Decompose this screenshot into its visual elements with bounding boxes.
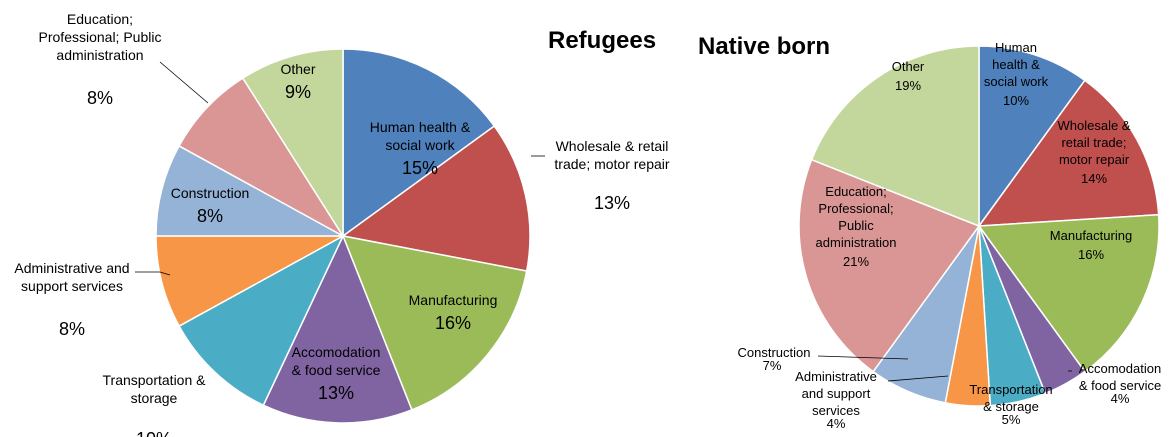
native-born-slice-manufacturing	[977, 213, 1160, 373]
native-born-label-administrative-and-support-services: Administrative and support services	[795, 369, 877, 418]
refugees-value-administrative-and-support-services: 8%	[59, 319, 85, 339]
refugees-value-transportation-storage: 10%	[136, 429, 172, 437]
refugees-value-accomodation-food-service: 13%	[318, 383, 354, 403]
refugees-label-administrative-and-support-services: Administrative and support services	[14, 260, 129, 294]
refugees-pie-chart: Human health & social work 15% Wholesale & …	[14, 11, 669, 437]
native-born-slice-human-health-social-work	[978, 45, 1086, 229]
refugees-slice-manufacturing	[341, 235, 528, 411]
refugees-label-construction: Construction	[171, 185, 250, 201]
native-born-slice-other	[810, 45, 980, 228]
refugees-slice-accomodation-food-service	[262, 234, 413, 424]
refugees-slice-administrative-and-support-services	[155, 235, 344, 328]
native-born-value-education-professional-public-administration: 21%	[843, 254, 869, 269]
refugees-chart-title: Refugees	[548, 27, 656, 54]
refugees-label-human-health-social-work: Human health & social work	[370, 119, 471, 153]
native-born-chart-title: Native born	[698, 33, 830, 60]
native-born-label-education-professional-public-administration: Education; Professional; Public administrat…	[816, 184, 897, 250]
native-born-pie-chart: Human health & social work 10% Wholesale & re…	[738, 40, 1162, 431]
native-born-value-construction: 7%	[763, 358, 782, 373]
refugees-slice-transportation-storage	[178, 234, 345, 407]
native-born-label-other: Other	[892, 59, 925, 74]
refugees-value-wholesale-retail-trade-motor-repair: 13%	[594, 193, 630, 213]
native-born-value-wholesale-retail-trade-motor-repair: 14%	[1081, 171, 1107, 186]
native-born-value-transportation-storage: 5%	[1002, 412, 1021, 427]
refugees-slice-human-health-social-work	[342, 48, 496, 238]
refugees-label-education-professional-public-administration: Education; Professional; Public administra…	[39, 11, 162, 63]
native-born-leader-construction	[817, 355, 909, 360]
refugees-value-manufacturing: 16%	[435, 313, 471, 333]
refugees-slice-other	[241, 48, 344, 239]
refugees-slice-education-professional-public-administration	[178, 77, 344, 237]
native-born-value-human-health-social-work: 10%	[1003, 93, 1029, 108]
refugees-slice-wholesale-retail-trade-motor-repair	[341, 125, 531, 272]
refugees-label-manufacturing: Manufacturing	[409, 292, 498, 308]
refugees-leader-administrative-and-support-services	[135, 271, 171, 276]
refugees-value-human-health-social-work: 15%	[402, 158, 438, 178]
native-born-label-accomodation-food-service: Accomodation & food service	[1079, 361, 1161, 393]
native-born-value-administrative-and-support-services: 4%	[827, 416, 846, 431]
refugees-label-accomodation-food-service: Accomodation & food service	[292, 344, 381, 378]
native-born-leader-administrative-and-support-services	[887, 375, 949, 382]
native-born-value-accomodation-food-service: 4%	[1111, 391, 1130, 406]
native-born-value-other: 19%	[895, 78, 921, 93]
native-born-slice-wholesale-retail-trade-motor-repair	[977, 79, 1160, 227]
native-born-value-manufacturing: 16%	[1078, 247, 1104, 262]
native-born-label-manufacturing: Manufacturing	[1050, 228, 1132, 243]
refugees-value-construction: 8%	[197, 206, 223, 226]
native-born-slice-education-professional-public-administration	[798, 158, 981, 373]
refugees-label-other: Other	[280, 61, 315, 77]
native-born-label-transportation-storage: Transportation & storage	[969, 382, 1052, 414]
refugees-label-wholesale-retail-trade-motor-repair: Wholesale & retail trade; motor repair	[554, 138, 669, 172]
refugees-value-education-professional-public-administration: 8%	[87, 88, 113, 108]
refugees-value-other: 9%	[285, 82, 311, 102]
native-born-label-wholesale-retail-trade-motor-repair: Wholesale & retail trade; motor repair	[1058, 118, 1131, 167]
refugees-slice-construction	[155, 144, 344, 237]
native-born-label-construction: Construction	[738, 345, 811, 360]
native-born-label-human-health-social-work: Human health & social work	[984, 40, 1049, 89]
refugees-label-transportation-storage: Transportation & storage	[103, 372, 207, 406]
refugees-leader-education-professional-public-administration	[159, 61, 209, 104]
